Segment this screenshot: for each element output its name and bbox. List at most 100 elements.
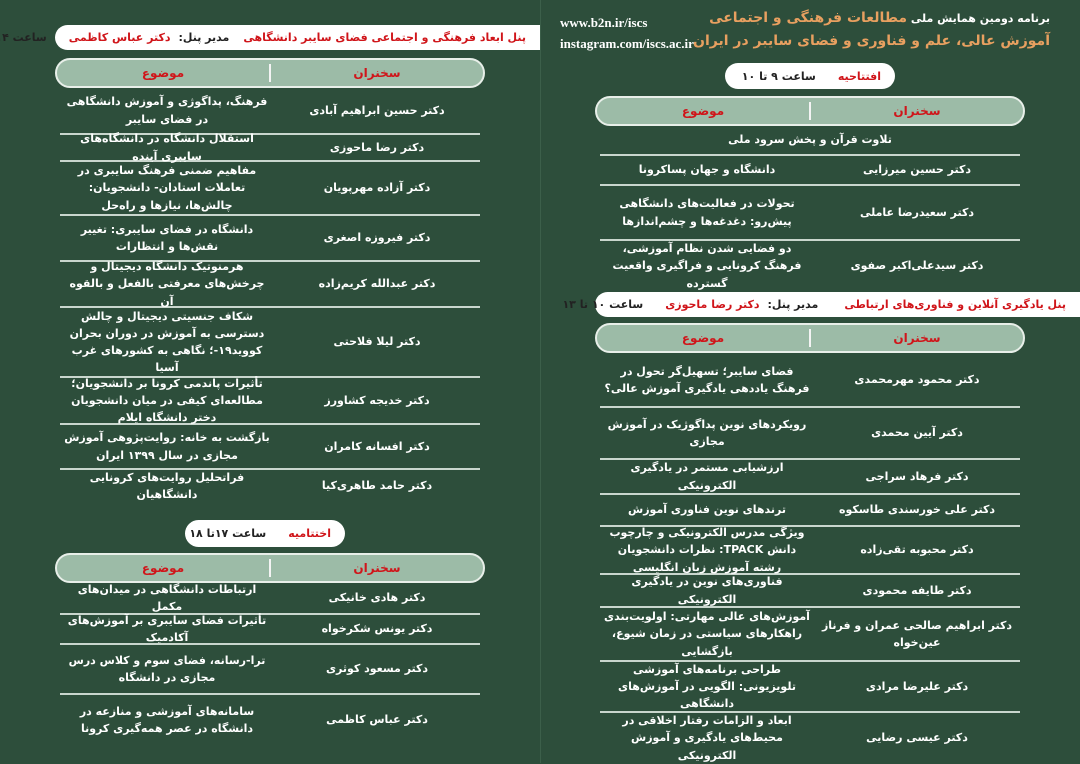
speaker-name: دکتر هادی خانیکی <box>328 591 426 605</box>
speaker-name: دکتر مسعود کوثری <box>325 662 429 676</box>
topic-header: موضوع <box>681 104 725 118</box>
topic-header: موضوع <box>141 561 185 575</box>
topic: دانشگاه در فضای سایبری: تغییر نقش‌ها و ا… <box>80 222 254 253</box>
speaker-name: دکتر افسانه کامران <box>324 439 430 453</box>
table-row: دکتر خدیجه کشاورز تأثیرات پاندمی کرونا بر… <box>60 376 480 425</box>
cultural-table: دکتر حسین ابراهیم آبادی فرهنگ، پداگوژی و … <box>60 88 480 502</box>
links: www.b2n.ir/iscs instagram.com/iscs.ac.ir <box>560 12 735 54</box>
speaker-name: دکتر حامد طاهری‌کیا <box>321 479 433 493</box>
online-table: دکتر محمود مهرمحمدی فضای سایبر؛ تسهیل‌گر … <box>600 354 1020 763</box>
speaker-name: دکتر خدیجه کشاورز <box>324 393 430 407</box>
speaker-name: دکتر عیسی رضایی <box>866 731 968 745</box>
topic: طراحی برنامه‌های آموزشی تلویزیونی: الگوی… <box>618 662 796 711</box>
topic: ابعاد و الزامات رفتار اخلاقی در محیط‌های… <box>622 714 792 762</box>
title-line1: مطالعات فرهنگی و اجتماعی <box>709 10 908 26</box>
speaker-name: دکتر عبدالله کریم‌زاده <box>318 277 436 291</box>
moderator-label: مدیر پنل: <box>767 298 819 311</box>
table-row: دکتر آزاده مهرپویان مفاهیم ضمنی فرهنگ سای… <box>60 162 480 216</box>
moderator-name: دکتر رضا ماحوزی <box>665 298 760 311</box>
closing-time: ساعت ۱۷تا ۱۸ <box>189 527 267 540</box>
table-row: دکتر سیدعلی‌اکبر صفوی دو فضایی شدن نظام آ… <box>600 241 1020 291</box>
table-row: دکتر علیرضا مرادی طراحی برنامه‌های آموزشی… <box>600 662 1020 713</box>
speakers-header: سخنران <box>893 104 941 118</box>
table-row: تلاوت قرآن و پخش سرود ملی <box>600 126 1020 156</box>
table-row: دکتر حسین میرزایی دانشگاه و جهان پساکرونا <box>600 156 1020 186</box>
speaker-name: دکتر آیین محمدی <box>871 426 963 440</box>
table-row: دکتر آیین محمدی رویکردهای نوین پداگوژیک د… <box>600 408 1020 460</box>
title-prefix: برنامه دومین همایش ملی <box>910 12 1050 25</box>
table-row: دکتر مسعود کوثری ترا-رسانه، فضای سوم و کل… <box>60 645 480 695</box>
opening-table: تلاوت قرآن و پخش سرود ملی دکتر حسین میرز… <box>600 126 1020 291</box>
table-row: دکتر عیسی رضایی ابعاد و الزامات رفتار اخل… <box>600 713 1020 763</box>
table-row: دکتر عبدالله کریم‌زاده هرمنوتیک دانشگاه د… <box>60 260 480 308</box>
table-row: دکتر فرهاد سراجی ارزشیابی مستمر در یادگیر… <box>600 460 1020 495</box>
closing-table-header: سخنران موضوع <box>55 553 485 583</box>
topic: ارتباطات دانشگاهی در میدان‌های مکمل <box>77 582 257 613</box>
panel-title: پنل ابعاد فرهنگی و اجتماعی فضای سایبر دا… <box>243 31 526 44</box>
table-row: دکتر فیروزه اصغری دانشگاه در فضای سایبری:… <box>60 216 480 262</box>
topic: فراتحلیل روایت‌های کرونایی دانشگاهیان <box>89 470 245 501</box>
title-line2: آموزش عالی، علم و فناوری و فضای سایبر در… <box>693 33 1050 49</box>
table-row: دکتر لیلا فلاحتی شکاف جنسیتی دیجیتال و چا… <box>60 308 480 378</box>
speaker-name: دکتر عباس کاظمی <box>326 713 428 727</box>
topic: فرهنگ، پداگوژی و آموزش دانشگاهی در فضای … <box>66 95 268 126</box>
speakers-header: سخنران <box>893 331 941 345</box>
table-row: دکتر هادی خانیکی ارتباطات دانشگاهی در مید… <box>60 583 480 615</box>
opening-time: ساعت ۹ تا ۱۰ <box>741 69 816 83</box>
closing-label: اختتامیه <box>288 527 331 540</box>
topic: ترندهای نوین فناوری آموزش <box>628 503 786 517</box>
table-row: دکتر حسین ابراهیم آبادی فرهنگ، پداگوژی و … <box>60 88 480 135</box>
topic: تأثیرات فضای سایبری بر آموزش‌های آکادمیک <box>67 613 267 644</box>
closing-table: دکتر هادی خانیکی ارتباطات دانشگاهی در مید… <box>60 583 480 745</box>
speaker-name: دکتر حسین میرزایی <box>862 163 972 177</box>
table-row: دکتر افسانه کامران بازگشت به خانه: روایت‌… <box>60 425 480 470</box>
speaker-name: دکتر محبوبه تقی‌زاده <box>860 543 974 557</box>
moderator-name: دکتر عباس کاظمی <box>68 31 171 44</box>
moderator-label: مدیر پنل: <box>178 31 230 44</box>
speaker-name: دکتر لیلا فلاحتی <box>333 335 421 349</box>
opening-table-header: سخنران موضوع <box>595 96 1025 126</box>
topic: شکاف جنسیتی دیجیتال و چالش دسترسی به آمو… <box>69 309 265 375</box>
speaker-name: دکتر سعیدرضا عاملی <box>859 205 975 219</box>
topic: مفاهیم ضمنی فرهنگ سایبری در تعاملات استا… <box>77 164 257 212</box>
panel-cultural-pill: پنل ابعاد فرهنگی و اجتماعی فضای سایبر دا… <box>0 25 540 50</box>
topic: ترا-رسانه، فضای سوم و کلاس درس مجازی در … <box>68 653 266 684</box>
intro-item: تلاوت قرآن و پخش سرود ملی <box>728 133 892 147</box>
speaker-name: دکتر سیدعلی‌اکبر صفوی <box>850 259 984 273</box>
speaker-name: دکتر علیرضا مرادی <box>865 679 969 693</box>
topic: آموزش‌های عالی مهارتی: اولویت‌بندی راهکا… <box>604 610 810 658</box>
panel-time: ساعت ۱۰ تا ۱۳ <box>562 298 644 311</box>
speaker-name: دکتر رضا ماحوزی <box>329 140 425 154</box>
topic: دانشگاه و جهان پساکرونا <box>638 163 776 177</box>
panel-title: پنل یادگیری آنلاین و فناوری‌های ارتباطی <box>844 298 1066 311</box>
table-row: دکتر علی خورسندی طاسکوه ترندهای نوین فناو… <box>600 495 1020 527</box>
topic: هرمنوتیک دانشگاه دیجیتال و چرخش‌های معرف… <box>69 260 265 308</box>
website-link[interactable]: www.b2n.ir/iscs <box>560 15 648 30</box>
closing-pill: اختتامیه ساعت ۱۷تا ۱۸ <box>185 520 345 547</box>
speaker-name: دکتر آزاده مهرپویان <box>323 181 431 195</box>
speaker-name: دکتر طایفه محمودی <box>862 583 972 597</box>
speaker-name: دکتر ابراهیم صالحی عمران و فرناز عین‌خوا… <box>821 618 1013 649</box>
speaker-name: دکتر یونس شکرخواه <box>321 622 433 636</box>
panel-online-pill: پنل یادگیری آنلاین و فناوری‌های ارتباطی … <box>562 292 1080 317</box>
topic: ارزشیابی مستمر در یادگیری الکترونیکی <box>630 461 784 492</box>
instagram-link[interactable]: instagram.com/iscs.ac.ir <box>560 36 694 51</box>
speaker-name: دکتر فیروزه اصغری <box>323 231 431 245</box>
table-row: دکتر حامد طاهری‌کیا فراتحلیل روایت‌های کر… <box>60 470 480 502</box>
table-row: دکتر سعیدرضا عاملی تحولات در فعالیت‌های د… <box>600 186 1020 241</box>
table-row: دکتر محبوبه تقی‌زاده ویژگی مدرس الکترونیک… <box>600 526 1020 575</box>
topic: فضای سایبر؛ تسهیل‌گر تحول در فرهنگ یادده… <box>604 364 810 395</box>
table-row: دکتر یونس شکرخواه تأثیرات فضای سایبری بر … <box>60 613 480 645</box>
topic: تحولات در فعالیت‌های دانشگاهی پیش‌رو: دغ… <box>619 197 795 228</box>
cultural-table-header: سخنران موضوع <box>55 58 485 88</box>
program-title: برنامه دومین همایش ملی مطالعات فرهنگی و … <box>693 8 1050 51</box>
topic: تأثیرات پاندمی کرونا بر دانشجویان؛ مطالع… <box>71 376 263 425</box>
table-row: دکتر محمود مهرمحمدی فضای سایبر؛ تسهیل‌گر … <box>600 354 1020 408</box>
table-row: دکتر رضا ماحوزی استقلال دانشگاه در دانشگا… <box>60 132 480 163</box>
speakers-header: سخنران <box>353 561 401 575</box>
topic: ویژگی مدرس الکترونیکی و چارچوب دانش TPAC… <box>609 526 805 574</box>
speaker-name: دکتر محمود مهرمحمدی <box>854 373 980 387</box>
topic: بازگشت به خانه: روایت‌پژوهی آموزش مجازی … <box>64 431 270 462</box>
table-row: دکتر ابراهیم صالحی عمران و فرناز عین‌خوا… <box>600 608 1020 662</box>
topic: دو فضایی شدن نظام آموزشی، فرهنگ کرونایی … <box>612 242 802 290</box>
